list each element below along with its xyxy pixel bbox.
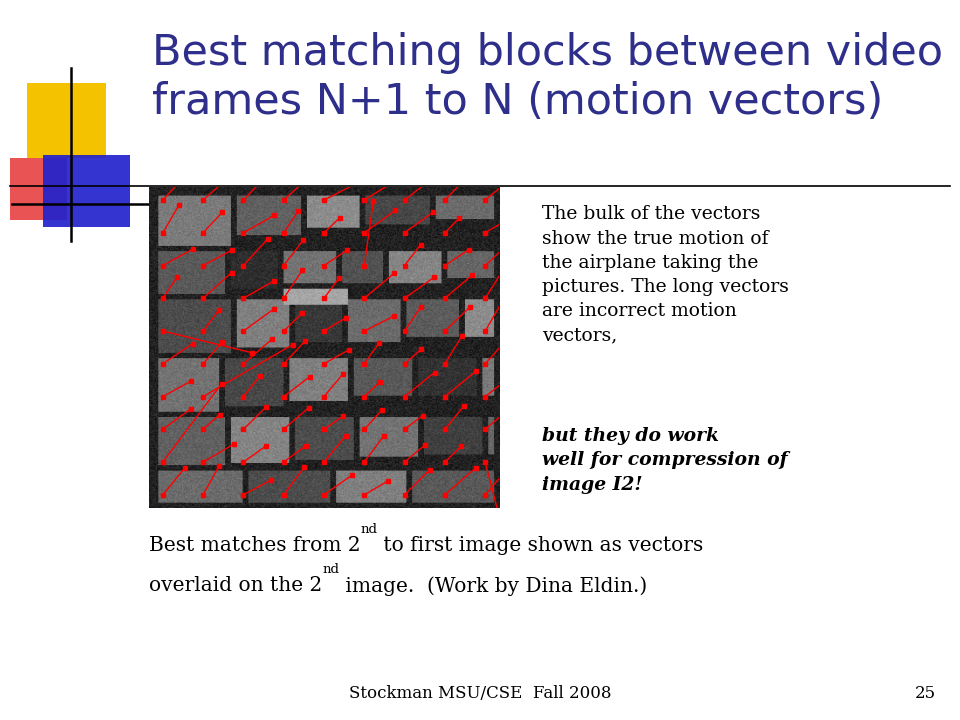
Text: image.  (Work by Dina Eldin.): image. (Work by Dina Eldin.) xyxy=(339,576,647,595)
Bar xyxy=(10,158,67,220)
Text: 25: 25 xyxy=(915,685,936,702)
Text: to first image shown as vectors: to first image shown as vectors xyxy=(377,536,704,555)
Text: Best matching blocks between video
frames N+1 to N (motion vectors): Best matching blocks between video frame… xyxy=(152,32,943,123)
Text: Stockman MSU/CSE  Fall 2008: Stockman MSU/CSE Fall 2008 xyxy=(348,685,612,702)
Bar xyxy=(43,155,130,227)
Text: overlaid on the 2: overlaid on the 2 xyxy=(149,576,322,595)
Text: nd: nd xyxy=(322,563,339,576)
Text: but they do work
well for compression of
image I2!: but they do work well for compression of… xyxy=(542,427,788,494)
Bar xyxy=(27,83,106,158)
Text: nd: nd xyxy=(360,523,377,536)
Text: Best matches from 2: Best matches from 2 xyxy=(149,536,360,555)
Text: The bulk of the vectors
show the true motion of
the airplane taking the
pictures: The bulk of the vectors show the true mo… xyxy=(542,205,789,345)
